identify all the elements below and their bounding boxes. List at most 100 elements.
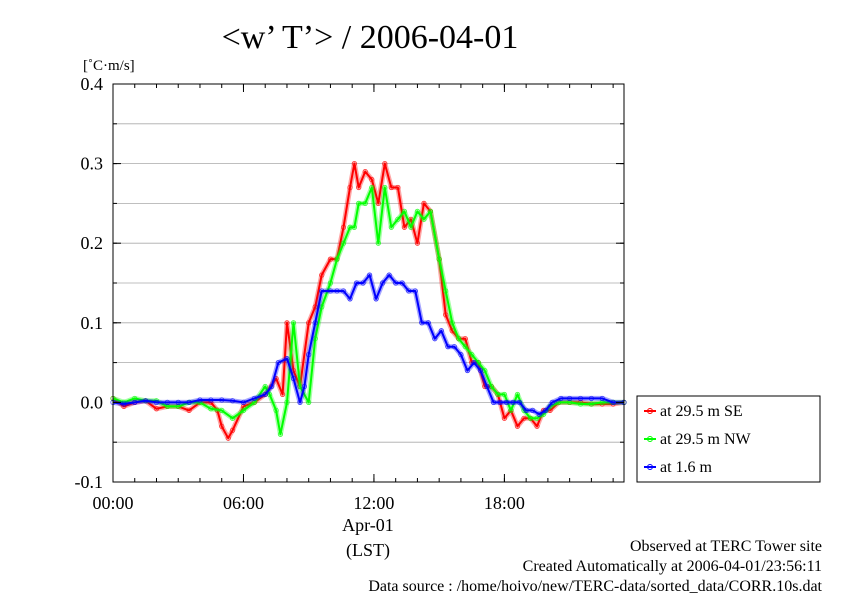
data-point	[284, 399, 290, 405]
grid-lines	[113, 123, 624, 443]
data-point	[458, 352, 464, 358]
data-point	[449, 320, 455, 326]
legend: at 29.5 m SE at 29.5 m NW at 1.6 m	[636, 395, 821, 483]
footer-created: Created Automatically at 2006-04-01/23:5…	[523, 558, 822, 575]
legend-marker	[647, 408, 653, 414]
data-point	[386, 272, 392, 278]
data-point	[351, 161, 357, 167]
data-point	[464, 367, 471, 374]
data-point	[521, 415, 527, 421]
data-point	[401, 208, 407, 214]
data-point	[229, 398, 236, 404]
data-point	[414, 240, 421, 246]
data-point	[497, 399, 503, 405]
data-point	[347, 296, 353, 302]
data-point	[319, 288, 325, 294]
data-point	[432, 336, 438, 342]
data-point	[380, 280, 386, 286]
data-point	[425, 320, 431, 326]
data-point	[334, 256, 340, 262]
data-point	[388, 184, 394, 191]
y-tick-label: 0.4	[81, 74, 104, 94]
y-axis-ticks: -0.1 0.0 0.1 0.2 0.3 0.4	[75, 74, 624, 492]
data-point	[319, 272, 325, 278]
legend-label: at 29.5 m SE	[660, 403, 743, 420]
data-point	[517, 399, 523, 405]
data-point	[229, 427, 236, 433]
data-point	[610, 399, 616, 405]
data-point	[534, 415, 540, 421]
data-point	[599, 399, 605, 405]
data-point	[373, 296, 379, 302]
data-point	[401, 224, 407, 230]
data-point	[369, 176, 375, 183]
data-point	[240, 399, 247, 405]
data-point	[121, 401, 127, 407]
series-band	[111, 161, 625, 441]
data-point	[273, 407, 279, 413]
legend-label: at 29.5 m NW	[660, 431, 752, 448]
data-point	[393, 280, 399, 286]
x-tick-label: 12:00	[353, 493, 394, 513]
data-point	[186, 407, 192, 413]
data-point	[240, 403, 247, 409]
data-point	[408, 224, 414, 230]
data-point	[490, 399, 497, 405]
legend-items: at 29.5 m SE at 29.5 m NW at 1.6 m	[644, 403, 752, 476]
data-point	[451, 344, 457, 350]
data-point	[132, 395, 138, 402]
data-point	[503, 399, 510, 405]
data-point	[530, 407, 536, 413]
data-point	[599, 395, 605, 402]
data-point	[567, 395, 573, 402]
data-point	[251, 399, 257, 405]
data-point	[558, 395, 564, 402]
data-point	[406, 288, 412, 294]
data-point	[347, 184, 353, 191]
data-point	[340, 224, 347, 230]
legend-label: at 1.6 m	[660, 459, 713, 476]
data-point	[327, 288, 334, 294]
x-tick-label: 18:00	[484, 493, 525, 513]
data-point	[360, 280, 366, 286]
x-tick-label: 00:00	[92, 493, 133, 513]
data-point	[219, 397, 225, 403]
data-point	[301, 383, 307, 390]
data-point	[297, 399, 303, 405]
data-point	[280, 391, 286, 398]
series-line	[112, 186, 624, 436]
data-point	[306, 320, 312, 326]
data-point	[284, 320, 290, 326]
data-point	[334, 288, 340, 294]
data-point	[382, 161, 388, 167]
data-point	[471, 359, 477, 366]
data-point	[284, 356, 290, 362]
series-2	[110, 184, 627, 437]
data-point	[514, 423, 521, 429]
y-tick-label: 0.3	[81, 154, 104, 174]
data-point	[375, 200, 381, 206]
data-point	[388, 224, 394, 230]
data-point	[351, 224, 357, 230]
y-tick-label: -0.1	[75, 472, 104, 492]
data-point	[290, 375, 297, 382]
data-point	[419, 320, 425, 326]
series-band	[112, 185, 624, 437]
series-3	[110, 272, 627, 417]
series-line	[112, 162, 625, 440]
data-point	[484, 383, 490, 390]
data-point	[356, 200, 362, 206]
data-point	[375, 240, 381, 246]
data-point	[208, 406, 214, 412]
data-point	[501, 391, 508, 398]
data-point	[312, 304, 318, 310]
data-point	[229, 415, 236, 421]
data-point	[399, 280, 405, 286]
data-point	[251, 395, 257, 402]
data-point	[577, 401, 584, 407]
data-point	[132, 399, 138, 405]
footer-source: Data source : /home/hoivo/new/TERC-data/…	[368, 578, 822, 595]
data-point	[421, 216, 427, 222]
data-point	[175, 403, 181, 409]
